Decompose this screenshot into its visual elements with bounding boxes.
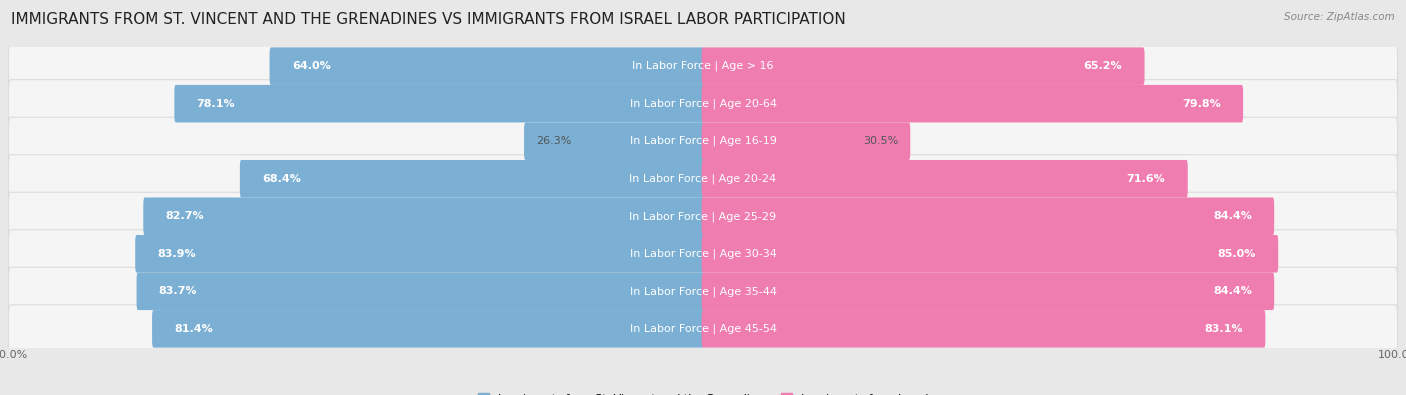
FancyBboxPatch shape <box>524 122 704 160</box>
Text: 83.7%: 83.7% <box>159 286 197 296</box>
Text: IMMIGRANTS FROM ST. VINCENT AND THE GRENADINES VS IMMIGRANTS FROM ISRAEL LABOR P: IMMIGRANTS FROM ST. VINCENT AND THE GREN… <box>11 12 846 27</box>
FancyBboxPatch shape <box>8 267 1398 315</box>
Text: 78.1%: 78.1% <box>197 99 235 109</box>
FancyBboxPatch shape <box>8 305 1398 353</box>
FancyBboxPatch shape <box>240 160 704 198</box>
Text: In Labor Force | Age 45-54: In Labor Force | Age 45-54 <box>630 324 776 334</box>
Text: In Labor Force | Age > 16: In Labor Force | Age > 16 <box>633 61 773 71</box>
Text: 64.0%: 64.0% <box>292 61 330 71</box>
FancyBboxPatch shape <box>174 85 704 122</box>
Text: In Labor Force | Age 20-64: In Labor Force | Age 20-64 <box>630 98 776 109</box>
FancyBboxPatch shape <box>702 47 1144 85</box>
Text: 84.4%: 84.4% <box>1213 211 1251 221</box>
Text: Source: ZipAtlas.com: Source: ZipAtlas.com <box>1284 12 1395 22</box>
Text: 26.3%: 26.3% <box>536 136 571 146</box>
FancyBboxPatch shape <box>135 235 704 273</box>
FancyBboxPatch shape <box>152 310 704 348</box>
FancyBboxPatch shape <box>8 230 1398 278</box>
FancyBboxPatch shape <box>8 117 1398 165</box>
FancyBboxPatch shape <box>702 122 910 160</box>
Text: 79.8%: 79.8% <box>1182 99 1220 109</box>
Text: 68.4%: 68.4% <box>262 174 301 184</box>
Text: In Labor Force | Age 16-19: In Labor Force | Age 16-19 <box>630 136 776 147</box>
FancyBboxPatch shape <box>8 80 1398 128</box>
Text: In Labor Force | Age 25-29: In Labor Force | Age 25-29 <box>630 211 776 222</box>
FancyBboxPatch shape <box>136 273 704 310</box>
Text: 71.6%: 71.6% <box>1126 174 1166 184</box>
Text: 84.4%: 84.4% <box>1213 286 1251 296</box>
FancyBboxPatch shape <box>702 235 1278 273</box>
Text: 82.7%: 82.7% <box>166 211 204 221</box>
FancyBboxPatch shape <box>143 198 704 235</box>
Text: 30.5%: 30.5% <box>863 136 898 146</box>
FancyBboxPatch shape <box>8 42 1398 90</box>
Text: 83.9%: 83.9% <box>157 249 195 259</box>
Text: In Labor Force | Age 20-24: In Labor Force | Age 20-24 <box>630 173 776 184</box>
Text: 65.2%: 65.2% <box>1084 61 1122 71</box>
Text: In Labor Force | Age 35-44: In Labor Force | Age 35-44 <box>630 286 776 297</box>
Text: 85.0%: 85.0% <box>1218 249 1256 259</box>
FancyBboxPatch shape <box>702 198 1274 235</box>
FancyBboxPatch shape <box>702 273 1274 310</box>
Text: In Labor Force | Age 30-34: In Labor Force | Age 30-34 <box>630 248 776 259</box>
FancyBboxPatch shape <box>8 192 1398 240</box>
FancyBboxPatch shape <box>8 155 1398 203</box>
FancyBboxPatch shape <box>702 85 1243 122</box>
Text: 81.4%: 81.4% <box>174 324 214 334</box>
FancyBboxPatch shape <box>702 310 1265 348</box>
FancyBboxPatch shape <box>270 47 704 85</box>
Legend: Immigrants from St. Vincent and the Grenadines, Immigrants from Israel: Immigrants from St. Vincent and the Gren… <box>474 389 932 395</box>
Text: 83.1%: 83.1% <box>1205 324 1243 334</box>
FancyBboxPatch shape <box>702 160 1188 198</box>
